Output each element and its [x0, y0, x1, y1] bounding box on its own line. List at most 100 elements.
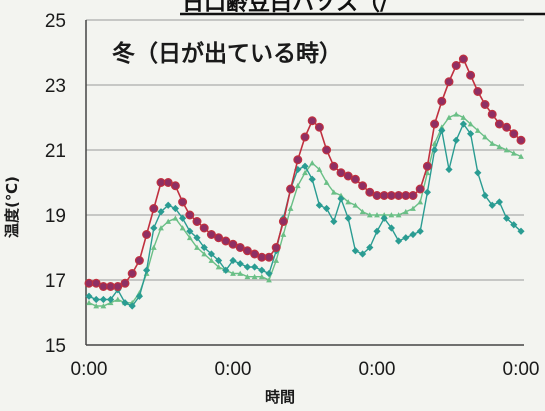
red-point — [437, 96, 447, 106]
y-tick-label: 17 — [45, 271, 66, 292]
y-tick-label: 25 — [45, 11, 66, 32]
teal-point — [135, 292, 143, 300]
green-point — [345, 199, 352, 205]
red-point — [293, 155, 303, 165]
teal-point — [99, 295, 107, 304]
red-point — [509, 129, 519, 139]
teal-point — [143, 266, 151, 274]
red-point — [314, 122, 324, 132]
green-point — [266, 277, 272, 283]
teal-point — [488, 201, 496, 209]
red-point — [444, 77, 454, 87]
y-tick-labels: 15 17 19 21 23 25 — [45, 11, 66, 357]
teal-point — [179, 214, 187, 222]
red-point — [142, 230, 152, 240]
green-point — [287, 205, 294, 211]
red-point — [264, 252, 274, 262]
red-point — [516, 135, 526, 145]
teal-point — [366, 243, 374, 252]
green-point — [402, 208, 409, 215]
green-point — [518, 153, 524, 159]
teal-point — [467, 130, 475, 138]
teal-point — [459, 120, 467, 128]
red-point — [451, 60, 461, 70]
teal-point — [431, 146, 439, 154]
teal-point — [243, 263, 251, 271]
red-point — [408, 191, 418, 201]
teal-point — [373, 227, 381, 235]
teal-point — [92, 295, 100, 304]
red-point — [307, 116, 317, 126]
green-point — [496, 143, 503, 150]
teal-point — [308, 175, 316, 183]
teal-point — [380, 214, 388, 222]
teal-point — [215, 256, 223, 265]
green-point — [474, 127, 481, 133]
y-tick-label: 19 — [45, 206, 66, 227]
teal-point — [402, 234, 410, 242]
red-point — [192, 217, 202, 227]
teal-point — [416, 227, 424, 235]
green-point — [258, 273, 265, 280]
teal-point — [207, 250, 215, 258]
teal-point — [229, 256, 237, 265]
teal-point — [359, 250, 367, 258]
red-point — [127, 269, 137, 279]
red-point — [113, 282, 123, 292]
green-point — [410, 205, 416, 211]
teal-point — [164, 201, 172, 209]
green-point — [503, 147, 510, 153]
red-point — [329, 161, 339, 171]
chart-title: 冬（日が出ている時） — [112, 40, 342, 67]
green-point — [302, 169, 308, 176]
teal-point — [157, 208, 165, 216]
teal-point — [438, 126, 446, 135]
horizontal-gridlines — [86, 19, 524, 281]
teal-point — [171, 204, 179, 213]
x-axis-title: 時間 — [265, 388, 295, 406]
red-point — [422, 161, 432, 171]
green-point — [388, 212, 395, 218]
teal-point — [150, 224, 158, 232]
teal-point — [510, 221, 518, 229]
red-point — [120, 278, 130, 288]
teal-point — [128, 302, 136, 310]
teal-point — [330, 217, 338, 226]
x-tick-label: 0:00 — [71, 359, 108, 380]
y-tick-label: 23 — [45, 76, 66, 97]
teal-point — [337, 195, 345, 203]
red-point — [350, 174, 360, 184]
green-point — [251, 273, 258, 280]
green-point — [201, 251, 208, 257]
red-point — [134, 256, 144, 266]
red-point — [221, 236, 231, 246]
series-layer — [84, 54, 526, 310]
teal-point — [107, 295, 115, 304]
teal-point — [193, 234, 201, 242]
green-point — [208, 257, 215, 263]
red-point — [494, 119, 504, 129]
red-point — [278, 217, 288, 227]
green-point — [294, 182, 301, 189]
red-point — [170, 181, 180, 191]
green-point — [179, 225, 186, 231]
red-point — [473, 86, 483, 96]
y-tick-label: 21 — [45, 141, 66, 162]
x-tick-label: 0:00 — [359, 359, 396, 380]
green-point — [446, 114, 452, 120]
red-point — [250, 249, 260, 259]
green-point — [230, 270, 236, 276]
green-point — [460, 114, 467, 120]
green-point — [86, 299, 92, 306]
teal-point — [85, 292, 93, 300]
red-point — [322, 145, 332, 155]
red-point — [358, 181, 368, 191]
green-point — [359, 208, 366, 215]
teal-point — [258, 266, 266, 274]
red-point — [185, 210, 195, 220]
red-point — [163, 178, 173, 188]
green-point — [453, 111, 460, 117]
red-point — [206, 230, 216, 240]
green-point — [93, 303, 100, 309]
